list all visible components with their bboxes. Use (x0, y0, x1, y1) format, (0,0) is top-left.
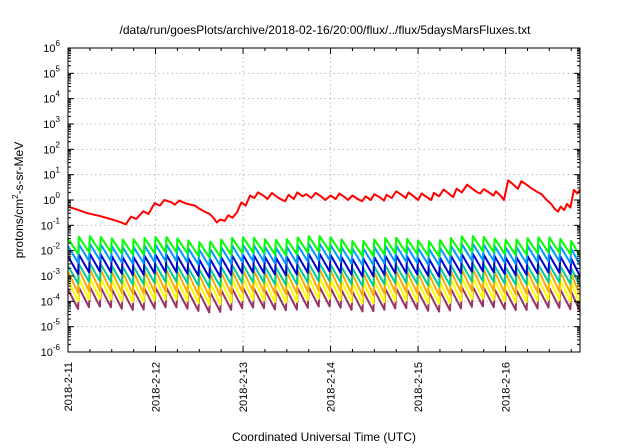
y-tick-label: 104 (43, 90, 60, 106)
series-line (67, 235, 581, 259)
chart-title: /data/run/goesPlots/archive/2018-02-16/2… (120, 23, 532, 37)
x-axis-label: Coordinated Universal Time (UTC) (232, 430, 416, 444)
y-tick-label: 10-2 (41, 242, 61, 258)
x-axis-ticks: 2018-2-11 2018-2-12 2018-2-13 2018-2-14 2018… (63, 48, 572, 412)
series-line (67, 179, 581, 226)
x-tick-label: 2018-2-15 (413, 362, 425, 412)
y-tick-label: 103 (43, 115, 60, 131)
y-tick-label: 100 (43, 191, 60, 207)
series-line (67, 252, 581, 279)
x-tick-label: 2018-2-16 (501, 362, 513, 412)
x-tick-label: 2018-2-13 (238, 362, 250, 412)
y-tick-label: 105 (43, 64, 60, 80)
data-series (67, 179, 581, 314)
y-tick-label: 10-1 (41, 216, 61, 232)
x-tick-label: 2018-2-14 (326, 362, 338, 412)
x-tick-label: 2018-2-11 (63, 362, 75, 411)
y-tick-label: 101 (43, 166, 60, 182)
y-axis-label: protons/cm2-s-sr-MeV (11, 142, 26, 258)
y-tick-label: 102 (43, 140, 60, 156)
x-tick-label: 2018-2-12 (151, 362, 163, 412)
y-axis-ticks: 10-6 10-5 10-4 10-3 10-2 10-1 100 101 102 103 104 1… (41, 39, 580, 359)
y-tick-label: 10-3 (41, 267, 61, 283)
y-tick-label: 106 (43, 39, 60, 55)
y-tick-label: 10-6 (41, 343, 61, 359)
y-tick-label: 10-5 (41, 318, 61, 334)
y-tick-label: 10-4 (41, 292, 61, 308)
